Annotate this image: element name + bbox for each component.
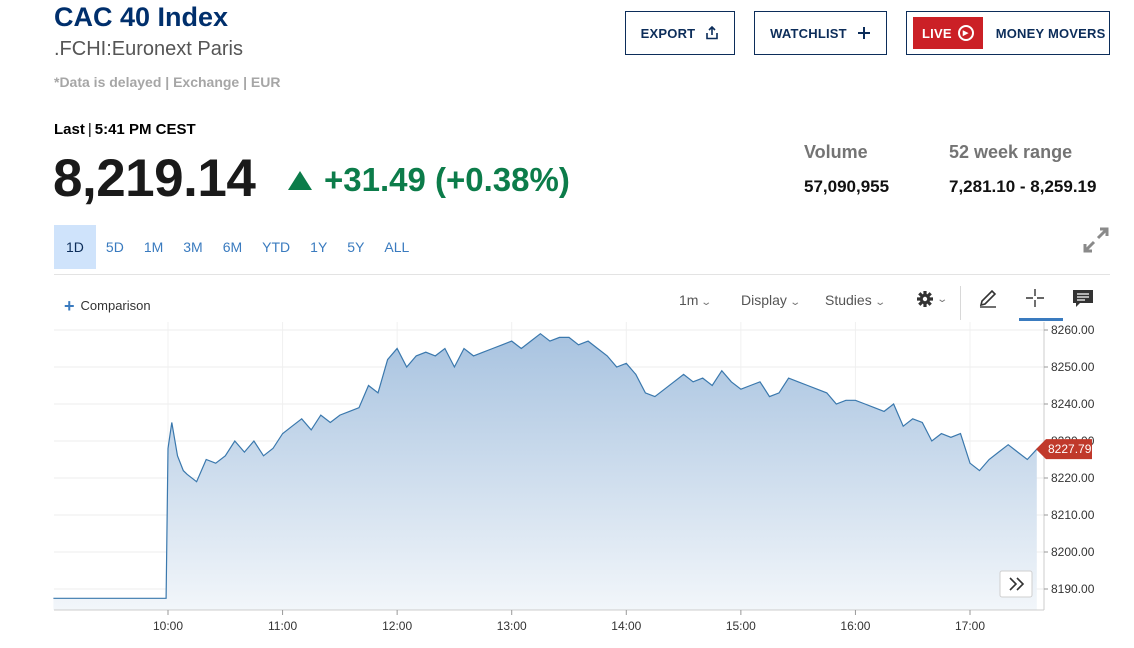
studies-menu[interactable]: Studies ⌄ [825, 292, 886, 308]
settings-menu[interactable]: ⌄ [916, 290, 949, 308]
interval-label: 1m [679, 292, 699, 308]
live-label: LIVE [922, 25, 952, 41]
y-axis-ticks: 8260.008250.008240.008230.008220.008210.… [1044, 323, 1095, 596]
comparison-label: Comparison [80, 298, 151, 313]
display-label: Display [741, 292, 787, 308]
range-value: 7,281.10 - 8,259.19 [949, 177, 1097, 196]
export-label: EXPORT [640, 25, 696, 41]
x-tick-label: 15:00 [726, 619, 756, 633]
y-tick-label: 8200.00 [1051, 545, 1095, 559]
chevron-down-icon: ⌄ [700, 297, 713, 308]
y-tick-label: 8220.00 [1051, 471, 1095, 485]
tab-3m[interactable]: 3M [183, 239, 203, 255]
expand-icon[interactable] [1082, 226, 1110, 254]
tab-5d[interactable]: 5D [105, 239, 124, 255]
price-chart[interactable]: 8260.008250.008240.008230.008220.008210.… [0, 322, 1134, 648]
y-tick-label: 8250.00 [1051, 360, 1095, 374]
tab-5y[interactable]: 5Y [347, 239, 365, 255]
x-tick-label: 16:00 [840, 619, 870, 633]
watchlist-label: WATCHLIST [770, 25, 847, 41]
money-movers-button[interactable]: LIVE ▶ MONEY MOVERS [906, 11, 1110, 55]
chevron-down-icon: ⌄ [789, 297, 801, 308]
comment-icon[interactable] [1072, 289, 1094, 309]
current-price-label: 8227.79 [1048, 442, 1092, 456]
symbol-label: .FCHI:Euronext Paris [54, 38, 243, 60]
price-line [53, 332, 1038, 599]
comparison-button[interactable]: + Comparison [64, 296, 151, 317]
active-tool-indicator [1019, 318, 1063, 321]
tab-all[interactable]: ALL [384, 239, 410, 255]
chevron-down-icon: ⌄ [874, 297, 886, 308]
x-tick-label: 10:00 [153, 619, 183, 633]
divider [54, 274, 1110, 275]
x-tick-label: 17:00 [955, 619, 985, 633]
tab-1d[interactable]: 1D [54, 225, 96, 269]
last-price: 8,219.14 [53, 149, 256, 208]
x-tick-label: 12:00 [382, 619, 412, 633]
tab-1m[interactable]: 1M [143, 239, 164, 255]
export-button[interactable]: EXPORT [625, 11, 735, 55]
volume-value: 57,090,955 [804, 177, 890, 196]
tab-6m[interactable]: 6M [222, 239, 243, 255]
up-arrow-icon [288, 170, 312, 190]
display-menu[interactable]: Display ⌄ [741, 292, 801, 308]
delay-note: *Data is delayed | Exchange | EUR [54, 74, 281, 90]
chevron-down-icon: ⌄ [936, 293, 949, 305]
y-tick-label: 8190.00 [1051, 582, 1095, 596]
crosshair-icon[interactable] [1024, 287, 1046, 309]
price-change: +31.49 (+0.38%) [288, 161, 570, 199]
plus-icon [857, 27, 870, 39]
last-time: 5:41 PM CEST [94, 121, 196, 138]
range-label: 52 week range [949, 142, 1073, 162]
tab-ytd[interactable]: YTD [262, 239, 291, 255]
x-tick-label: 14:00 [611, 619, 641, 633]
interval-select[interactable]: 1m ⌄ [679, 292, 713, 308]
x-axis-ticks: 10:00 11:00 12:00 13:00 14:00 15:00 16:00 17:00 [153, 610, 985, 633]
y-tick-label: 8260.00 [1051, 323, 1095, 337]
double-chevron-right-icon [1009, 577, 1025, 591]
gear-icon [917, 291, 933, 307]
plus-icon: + [64, 296, 75, 316]
studies-label: Studies [825, 292, 872, 308]
current-price-marker: 8227.79 [1036, 439, 1092, 460]
price-area [53, 333, 1037, 610]
y-tick-label: 8240.00 [1051, 397, 1095, 411]
y-tick-label: 8210.00 [1051, 508, 1095, 522]
live-badge: LIVE ▶ [913, 17, 983, 49]
time-range-tabs: 1D 5D 1M 3M 6M YTD 1Y 5Y ALL [54, 225, 419, 269]
share-icon [706, 26, 719, 40]
watchlist-button[interactable]: WATCHLIST [754, 11, 887, 55]
page-title: CAC 40 Index [54, 2, 229, 32]
play-icon: ▶ [957, 25, 974, 41]
tab-1y[interactable]: 1Y [310, 239, 328, 255]
volume-label: Volume [804, 142, 868, 162]
last-label: Last [54, 121, 85, 138]
scroll-forward-button[interactable] [999, 570, 1033, 598]
x-tick-label: 13:00 [497, 619, 527, 633]
money-movers-label: MONEY MOVERS [995, 25, 1106, 41]
pencil-icon[interactable] [977, 287, 999, 309]
last-trade-line: Last | 5:41 PM CEST [54, 121, 196, 138]
x-tick-label: 11:00 [268, 619, 297, 633]
change-value: +31.49 (+0.38%) [324, 161, 570, 198]
toolbar-separator [960, 286, 961, 320]
